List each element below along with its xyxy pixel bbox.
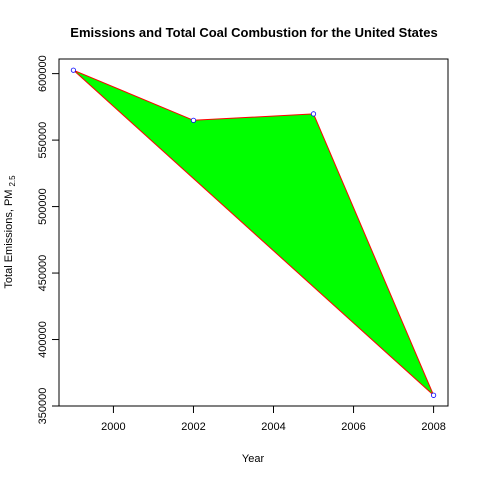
y-tick-label: 500000: [37, 188, 49, 225]
x-tick-label: 2008: [421, 421, 445, 433]
y-axis-label-subscript: 2.5: [8, 175, 17, 187]
x-axis-label: Year: [242, 453, 265, 465]
x-tick-label: 2000: [101, 421, 125, 433]
plot-frame: [58, 58, 449, 407]
y-tick-label: 450000: [37, 255, 49, 292]
y-tick-label: 600000: [37, 55, 49, 92]
data-point: [310, 111, 317, 117]
data-point: [70, 67, 77, 73]
x-axis: 2000 2002 2004 2006 2008: [101, 406, 446, 433]
data-point: [190, 117, 197, 123]
x-tick-label: 2006: [341, 421, 365, 433]
data-point: [430, 392, 437, 398]
emissions-area: [73, 69, 435, 396]
y-axis-label-main: Total Emissions, PM: [3, 190, 15, 289]
x-tick-label: 2002: [181, 421, 205, 433]
y-tick-label: 350000: [37, 388, 49, 425]
y-tick-label: 400000: [37, 321, 49, 358]
chart-title: Emissions and Total Coal Combustion for …: [70, 25, 437, 40]
y-tick-label: 550000: [37, 122, 49, 159]
y-axis-label: Total Emissions, PM 2.5: [3, 175, 17, 289]
plot-layer: [70, 67, 437, 398]
x-tick-label: 2004: [261, 421, 285, 433]
y-axis: 350000 400000 450000 500000 550000 600000: [37, 55, 59, 424]
